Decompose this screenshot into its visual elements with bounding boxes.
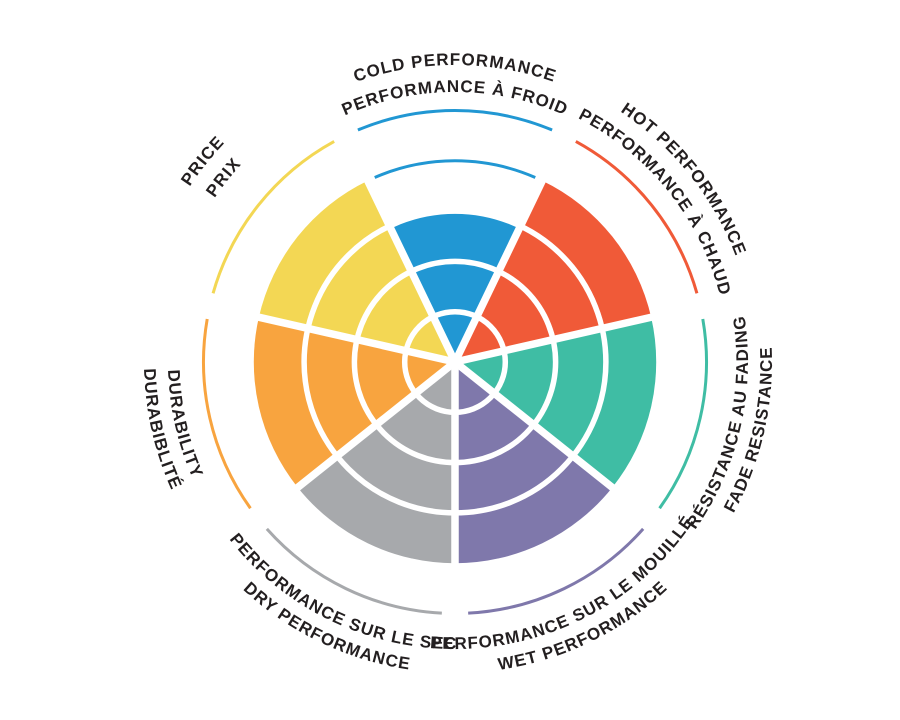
hot-wedge xyxy=(455,180,652,362)
price-outer-arc xyxy=(211,140,335,294)
hot-label-en: HOT PERFORMANCE xyxy=(618,99,750,258)
divider-2 xyxy=(454,310,664,366)
dry-outer-arc xyxy=(265,527,442,615)
cold-outline-arc xyxy=(374,159,536,179)
divider-3 xyxy=(452,359,624,498)
fade-outer-arc xyxy=(658,318,708,510)
divider-1 xyxy=(451,168,551,364)
hot-outer-arc xyxy=(575,140,699,294)
cold-wedge xyxy=(389,211,521,362)
cold-outer-arc xyxy=(357,109,553,132)
price-wedge xyxy=(258,180,455,362)
wet-outer-arc xyxy=(468,527,645,615)
durability-outer-arc xyxy=(202,318,252,510)
divider-5 xyxy=(286,359,458,498)
divider-0 xyxy=(359,168,459,364)
cold-label-fr: PERFORMANCE À FROID xyxy=(339,77,571,119)
wet-wedge xyxy=(455,362,613,564)
dry-wedge xyxy=(297,362,455,564)
divider-6 xyxy=(246,310,456,366)
